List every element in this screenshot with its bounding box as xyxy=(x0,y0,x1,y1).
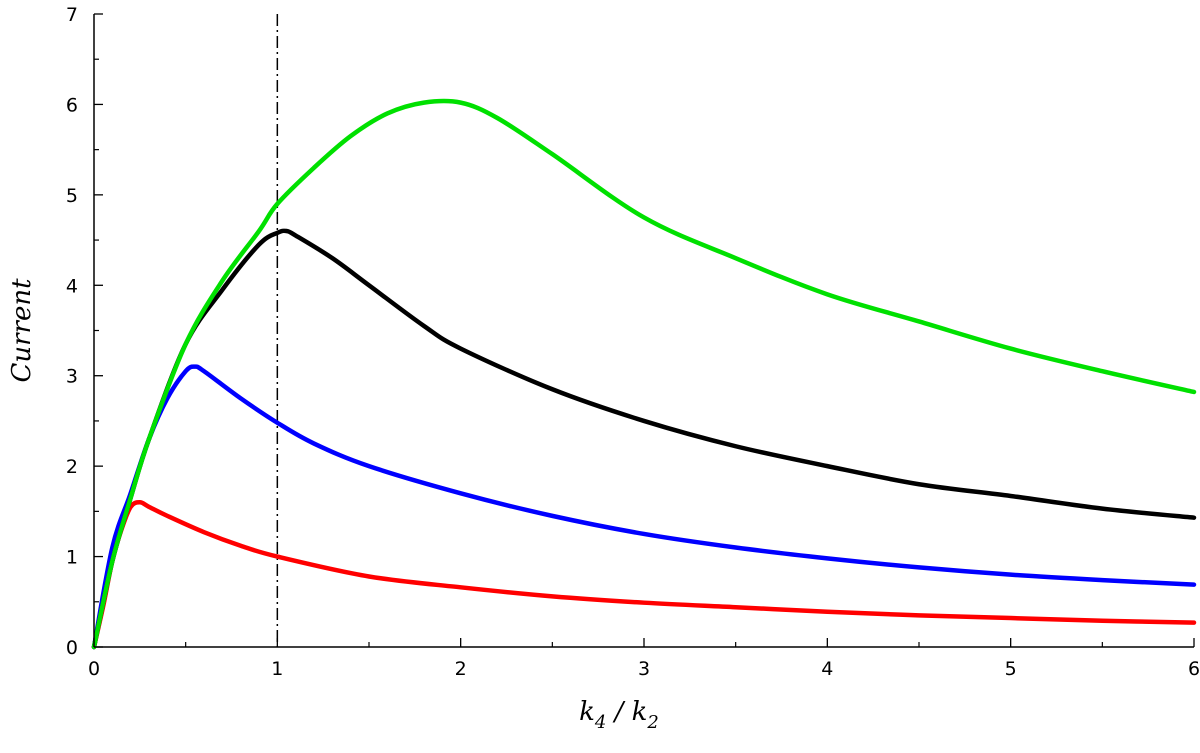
series-line xyxy=(91,228,1197,650)
x-axis-label: k4 / k2 xyxy=(579,697,659,733)
x-tick-label: 6 xyxy=(1188,658,1200,680)
series-line xyxy=(91,98,1197,650)
series-line xyxy=(91,364,1197,650)
x-tick-label: 3 xyxy=(638,658,650,680)
y-tick-label: 5 xyxy=(66,185,78,207)
x-tick-label: 1 xyxy=(271,658,283,680)
series-layer xyxy=(91,98,1197,650)
axes-layer xyxy=(93,14,1194,648)
y-tick-label: 1 xyxy=(66,547,78,569)
y-tick-label: 6 xyxy=(66,94,78,116)
ticks-layer: 0 1 2 3 4 5 6 7 0 1 2 3 4 5 6 xyxy=(66,4,1200,680)
x-label-main-1: k xyxy=(579,697,595,727)
x-label-main-2: k xyxy=(632,697,648,727)
y-axis-label: Current xyxy=(7,278,37,383)
x-tick-label: 4 xyxy=(821,658,833,680)
y-tick-label: 4 xyxy=(66,275,78,297)
y-tick-label: 7 xyxy=(66,4,78,26)
x-tick-label: 2 xyxy=(455,658,467,680)
y-tick-label: 0 xyxy=(66,637,78,659)
x-tick-label: 0 xyxy=(88,658,100,680)
y-tick-label: 3 xyxy=(66,366,78,388)
x-tick-label: 5 xyxy=(1005,658,1017,680)
x-label-sub-1: 4 xyxy=(594,712,606,733)
labels-layer: Current k4 / k2 xyxy=(7,278,659,733)
x-label-sub-2: 2 xyxy=(646,712,658,733)
y-tick-label: 2 xyxy=(66,456,78,478)
x-label-separator: / xyxy=(606,697,631,727)
